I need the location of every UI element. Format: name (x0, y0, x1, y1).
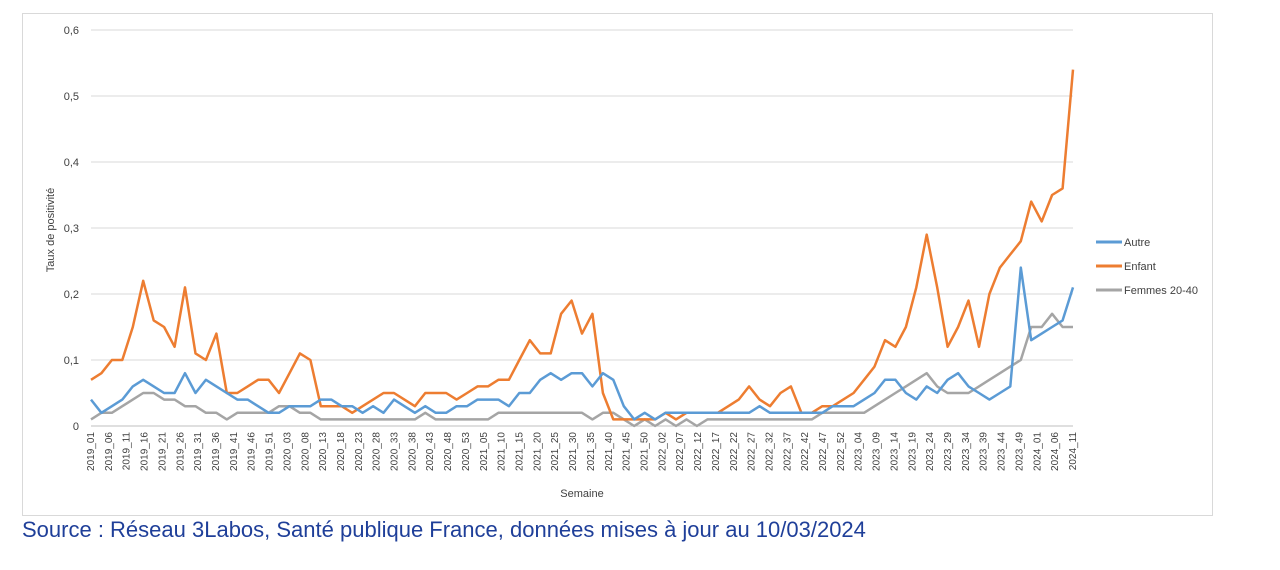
x-tick-label: 2022_22 (729, 432, 740, 471)
x-tick-label: 2023_34 (961, 432, 972, 471)
x-tick-label: 2020_13 (318, 432, 329, 471)
x-tick-label: 2024_06 (1050, 432, 1061, 471)
x-tick-label: 2023_44 (997, 432, 1008, 471)
x-tick-label: 2020_18 (336, 432, 347, 471)
y-tick-label: 0,1 (64, 355, 79, 367)
legend-label: Enfant (1124, 261, 1156, 273)
x-tick-label: 2022_47 (818, 432, 829, 471)
x-tick-label: 2021_05 (479, 432, 490, 471)
x-tick-label: 2022_42 (800, 432, 811, 471)
x-tick-label: 2023_24 (925, 432, 936, 471)
y-tick-label: 0,2 (64, 289, 79, 301)
legend-label: Autre (1124, 237, 1150, 249)
x-tick-label: 2022_12 (693, 432, 704, 471)
x-tick-label: 2023_14 (889, 432, 900, 471)
x-tick-label: 2021_15 (515, 432, 526, 471)
x-tick-label: 2020_28 (372, 432, 383, 471)
x-tick-label: 2022_37 (782, 432, 793, 471)
x-tick-label: 2021_30 (568, 432, 579, 471)
x-tick-label: 2021_50 (639, 432, 650, 471)
x-tick-label: 2019_01 (86, 432, 97, 471)
x-tick-label: 2019_06 (104, 432, 115, 471)
x-tick-label: 2019_21 (157, 432, 168, 471)
y-axis-title: Taux de positivité (45, 188, 57, 272)
x-tick-label: 2019_36 (211, 432, 222, 471)
series-lines (90, 69, 1075, 428)
x-tick-label: 2021_40 (604, 432, 615, 471)
x-tick-label: 2019_46 (247, 432, 258, 471)
y-tick-label: 0,5 (64, 91, 79, 103)
x-tick-label: 2020_43 (425, 432, 436, 471)
y-tick-label: 0,3 (64, 223, 79, 235)
x-tick-label: 2020_03 (282, 432, 293, 471)
x-tick-label: 2023_39 (979, 432, 990, 471)
x-tick-label: 2023_29 (943, 432, 954, 471)
line-chart: 0 0,1 0,2 0,3 0,4 0,5 0,6 2019_01 2019_06 2019_1… (45, 25, 1198, 500)
x-tick-label: 2020_48 (443, 432, 454, 471)
y-tick-label: 0,6 (64, 25, 79, 37)
series-line-enfant (90, 69, 1075, 421)
x-tick-label: 2021_35 (586, 432, 597, 471)
x-tick-label: 2024_01 (1032, 432, 1043, 471)
x-tick-label: 2022_27 (747, 432, 758, 471)
series-line-autre (90, 266, 1075, 421)
x-tick-label: 2022_02 (657, 432, 668, 471)
x-tick-label: 2020_53 (461, 432, 472, 471)
x-tick-label: 2020_33 (390, 432, 401, 471)
source-note: Source : Réseau 3Labos, Santé publique F… (22, 517, 866, 542)
x-tick-label: 2020_23 (354, 432, 365, 471)
gridlines (91, 29, 1073, 427)
y-tick-label: 0 (73, 421, 79, 433)
x-tick-label: 2022_32 (764, 432, 775, 471)
x-tick-label: 2021_20 (532, 432, 543, 471)
x-tick-label: 2023_04 (854, 432, 865, 471)
x-tick-label: 2020_08 (300, 432, 311, 471)
x-tick-label: 2024_11 (1068, 432, 1079, 471)
y-axis-ticks: 0 0,1 0,2 0,3 0,4 0,5 0,6 (64, 25, 79, 433)
x-tick-label: 2022_52 (836, 432, 847, 471)
legend: Autre Enfant Femmes 20-40 (1096, 237, 1198, 297)
x-axis-title: Semaine (560, 488, 603, 500)
x-tick-label: 2022_07 (675, 432, 686, 471)
y-tick-label: 0,4 (64, 157, 79, 169)
x-tick-label: 2021_10 (497, 432, 508, 471)
x-tick-label: 2023_09 (872, 432, 883, 471)
x-tick-label: 2019_11 (122, 432, 133, 471)
x-axis-ticks: 2019_01 2019_06 2019_11 2019_16 2019_21 2019_… (86, 432, 1079, 471)
x-tick-label: 2019_41 (229, 432, 240, 471)
legend-label: Femmes 20-40 (1124, 285, 1198, 297)
x-tick-label: 2019_26 (175, 432, 186, 471)
x-tick-label: 2021_25 (550, 432, 561, 471)
x-tick-label: 2020_38 (407, 432, 418, 471)
x-tick-label: 2023_49 (1014, 432, 1025, 471)
x-tick-label: 2019_31 (193, 432, 204, 471)
x-tick-label: 2019_16 (140, 432, 151, 471)
x-tick-label: 2022_17 (711, 432, 722, 471)
x-tick-label: 2019_51 (265, 432, 276, 471)
x-tick-label: 2023_19 (907, 432, 918, 471)
series-line-femmes-20-40 (90, 312, 1073, 428)
x-tick-label: 2021_45 (622, 432, 633, 471)
chart-frame: 0 0,1 0,2 0,3 0,4 0,5 0,6 2019_01 2019_06 2019_1… (22, 13, 1213, 516)
